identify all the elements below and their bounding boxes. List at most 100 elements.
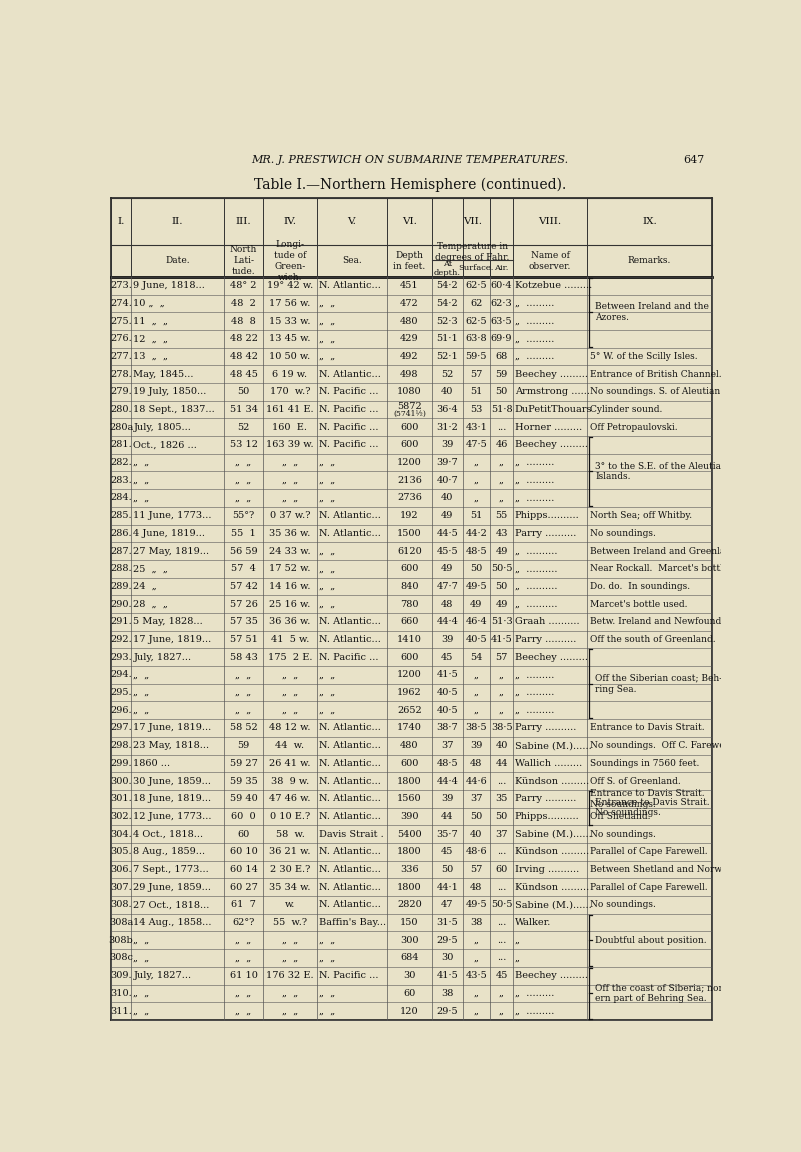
Text: 299.: 299. xyxy=(111,759,132,768)
Text: 274.: 274. xyxy=(110,298,132,308)
Text: 44·1: 44·1 xyxy=(437,882,458,892)
Text: „  ..........: „ .......... xyxy=(515,564,557,574)
Text: Parallel of Cape Farewell.: Parallel of Cape Farewell. xyxy=(590,848,707,856)
Text: „  „: „ „ xyxy=(282,954,298,962)
Text: 472: 472 xyxy=(400,298,419,308)
Text: Kündson .........: Kündson ......... xyxy=(515,882,589,892)
Text: 780: 780 xyxy=(400,600,419,608)
Text: N. Pacific ...: N. Pacific ... xyxy=(320,387,379,396)
Text: 69·9: 69·9 xyxy=(491,334,513,343)
Text: 43: 43 xyxy=(495,529,508,538)
Text: 50·5: 50·5 xyxy=(491,564,513,574)
Text: Soundings in 7560 feet.: Soundings in 7560 feet. xyxy=(590,759,699,768)
Text: 480: 480 xyxy=(400,317,419,326)
Text: 49·5: 49·5 xyxy=(465,901,487,909)
Text: „  „: „ „ xyxy=(320,600,336,608)
Text: 15 33 w.: 15 33 w. xyxy=(269,317,311,326)
Text: Parallel of Cape Farewell.: Parallel of Cape Farewell. xyxy=(590,882,707,892)
Text: „  „: „ „ xyxy=(134,988,150,998)
Text: 451: 451 xyxy=(400,281,419,290)
Text: 296.: 296. xyxy=(111,706,132,714)
Text: 2736: 2736 xyxy=(397,493,422,502)
Text: 25  „  „: 25 „ „ xyxy=(134,564,168,574)
Text: Graah ..........: Graah .......... xyxy=(515,617,579,627)
Text: 40: 40 xyxy=(441,387,453,396)
Text: N. Atlantic...: N. Atlantic... xyxy=(320,865,381,874)
Text: 48 22: 48 22 xyxy=(230,334,257,343)
Text: 175  2 E.: 175 2 E. xyxy=(268,653,312,661)
Text: „: „ xyxy=(499,493,504,502)
Text: 161 41 E.: 161 41 E. xyxy=(266,406,314,414)
Text: „  .........: „ ......... xyxy=(515,493,554,502)
Text: 57 26: 57 26 xyxy=(230,600,257,608)
Text: 49: 49 xyxy=(495,546,508,555)
Text: 62·3: 62·3 xyxy=(491,298,513,308)
Text: 52·1: 52·1 xyxy=(437,353,458,361)
Text: 60·4: 60·4 xyxy=(491,281,513,290)
Text: 170  w.?: 170 w.? xyxy=(270,387,310,396)
Text: 304.: 304. xyxy=(111,829,132,839)
Text: 285.: 285. xyxy=(111,511,132,521)
Text: 279.: 279. xyxy=(111,387,132,396)
Text: 390: 390 xyxy=(400,812,419,821)
Text: 45·5: 45·5 xyxy=(437,546,458,555)
Text: II.: II. xyxy=(172,217,183,226)
Text: 44·4: 44·4 xyxy=(437,617,458,627)
Text: 55  1: 55 1 xyxy=(231,529,256,538)
Text: „  „: „ „ xyxy=(282,1007,298,1016)
Text: 160  E.: 160 E. xyxy=(272,423,308,432)
Text: „  .........: „ ......... xyxy=(515,334,554,343)
Text: 0 10 E.?: 0 10 E.? xyxy=(270,812,310,821)
Text: 59 27: 59 27 xyxy=(230,759,257,768)
Text: 1500: 1500 xyxy=(397,529,421,538)
Text: 63·5: 63·5 xyxy=(491,317,513,326)
Text: „  .........: „ ......... xyxy=(515,298,554,308)
Text: Oct., 1826 ...: Oct., 1826 ... xyxy=(134,440,197,449)
Text: 290.: 290. xyxy=(111,600,132,608)
Text: 51·8: 51·8 xyxy=(491,406,513,414)
Text: 600: 600 xyxy=(400,440,419,449)
Text: 1200: 1200 xyxy=(397,670,421,680)
Text: 31·2: 31·2 xyxy=(437,423,458,432)
Text: 39: 39 xyxy=(441,635,453,644)
Text: 40·7: 40·7 xyxy=(437,476,458,485)
Text: 58 43: 58 43 xyxy=(230,653,257,661)
Text: 37: 37 xyxy=(441,741,453,750)
Text: 39: 39 xyxy=(441,440,453,449)
Text: 61 10: 61 10 xyxy=(230,971,257,980)
Text: 43·1: 43·1 xyxy=(465,423,487,432)
Text: May, 1845...: May, 1845... xyxy=(134,370,194,379)
Text: 13  „  „: 13 „ „ xyxy=(134,353,168,361)
Text: 283.: 283. xyxy=(111,476,132,485)
Text: 61  7: 61 7 xyxy=(231,901,256,909)
Text: 300: 300 xyxy=(400,935,419,945)
Text: 51·3: 51·3 xyxy=(491,617,513,627)
Text: 305.: 305. xyxy=(111,848,132,856)
Text: 41  5 w.: 41 5 w. xyxy=(271,635,309,644)
Text: Entrance of British Channel.: Entrance of British Channel. xyxy=(590,370,722,379)
Text: Phipps..........: Phipps.......... xyxy=(515,511,579,521)
Text: 38: 38 xyxy=(470,918,482,927)
Text: Armstrong ......: Armstrong ...... xyxy=(515,387,590,396)
Text: Wallich .........: Wallich ......... xyxy=(515,759,582,768)
Text: 308a: 308a xyxy=(109,918,133,927)
Text: „  „: „ „ xyxy=(235,458,252,467)
Text: 27 May, 1819...: 27 May, 1819... xyxy=(134,546,210,555)
Text: 18 Sept., 1837...: 18 Sept., 1837... xyxy=(134,406,215,414)
Text: 57: 57 xyxy=(495,653,508,661)
Text: „  .........: „ ......... xyxy=(515,458,554,467)
Text: 35 34 w.: 35 34 w. xyxy=(269,882,311,892)
Text: 36 36 w.: 36 36 w. xyxy=(269,617,311,627)
Text: 1200: 1200 xyxy=(397,458,421,467)
Text: „  ..........: „ .......... xyxy=(515,600,557,608)
Text: „  „: „ „ xyxy=(235,476,252,485)
Text: Beechey .........: Beechey ......... xyxy=(515,440,588,449)
Text: 292.: 292. xyxy=(111,635,132,644)
Text: 120: 120 xyxy=(400,1007,419,1016)
Text: 10 „  „: 10 „ „ xyxy=(134,298,165,308)
Text: 57 51: 57 51 xyxy=(230,635,257,644)
Text: 284.: 284. xyxy=(111,493,132,502)
Text: 38·7: 38·7 xyxy=(437,723,458,733)
Text: Parry ..........: Parry .......... xyxy=(515,635,576,644)
Text: 29·5: 29·5 xyxy=(437,1007,458,1016)
